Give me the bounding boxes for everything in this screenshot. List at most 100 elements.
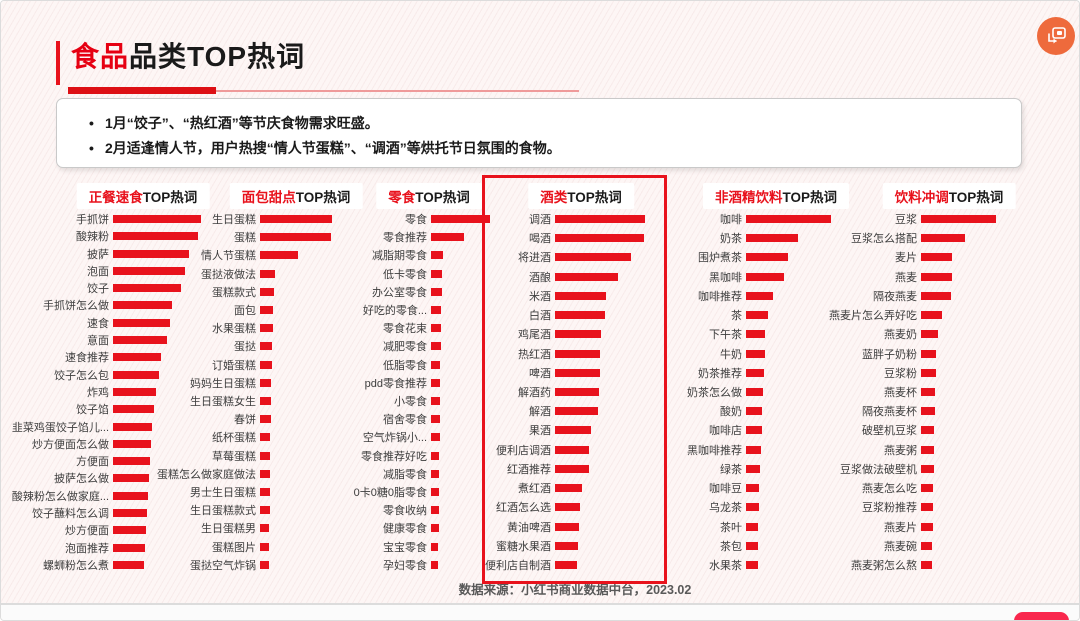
bar: [555, 349, 600, 358]
column-header-category: 面包甜点: [241, 190, 296, 205]
bar-label: 饺子怎么包: [54, 369, 109, 382]
bar-label: 蛋挞: [234, 341, 256, 354]
bar-row: 减脂零食: [323, 468, 587, 481]
red-pill-badge[interactable]: [1014, 612, 1069, 620]
bar-label: 燕麦: [895, 271, 917, 284]
bar-label: 面包: [234, 305, 256, 318]
bar: [746, 541, 758, 550]
bar-row: 宿舍零食: [323, 413, 587, 426]
bar-label: 草莓蛋糕: [212, 450, 256, 463]
bar-label: 隔夜燕麦杯: [862, 406, 917, 419]
bar-row: 妈妈生日蛋糕: [153, 377, 416, 390]
bar-label: 调酒: [529, 214, 551, 226]
bar-row: 燕麦奶: [813, 328, 1077, 341]
bar: [555, 445, 589, 454]
bar-label: 蛋糕款式: [212, 286, 256, 299]
bar-row: 调酒: [463, 213, 711, 226]
bar-row: 生日蛋糕款式: [153, 504, 416, 517]
bar-label: 下午茶: [709, 329, 742, 342]
bar-label: 燕麦粥怎么熬: [851, 559, 917, 572]
bar: [921, 368, 936, 377]
bar: [260, 415, 271, 424]
bar: [113, 491, 148, 500]
bar-label: 便利店调酒: [496, 444, 551, 457]
bar-row: 黑咖啡推荐: [643, 444, 902, 457]
bar: [431, 251, 443, 260]
bar-label: 燕麦碗: [884, 540, 917, 553]
bar-label: 燕麦粥: [884, 444, 917, 457]
column-header-category: 非酒精饮料: [714, 190, 783, 205]
bar-label: 手抓饼怎么做: [43, 300, 109, 313]
bar-row: 蛋挞液做法: [153, 268, 416, 281]
alcohol-column-highlight-frame: [482, 175, 667, 584]
bar-row: 零食花束: [323, 322, 587, 335]
bar-row: 奶茶推荐: [643, 367, 902, 380]
bar-label: 订婚蛋糕: [212, 359, 256, 372]
bar-row: 空气炸锅小...: [323, 431, 587, 445]
bar: [260, 269, 275, 278]
bar: [260, 542, 269, 551]
column-header-suffix: TOP热词: [415, 190, 470, 205]
bar-row: 健康零食: [323, 522, 587, 535]
bar-row: 隔夜燕麦杯: [813, 405, 1077, 419]
bar-label: 鸡尾酒: [518, 329, 551, 342]
bar-label: 奶茶: [720, 233, 742, 246]
bar: [431, 560, 438, 569]
charts-area: 正餐速食TOP热词 手抓饼 酸辣粉 披萨 泡面 饺子 手抓饼怎么做 速食 意面 速食推荐 饺子怎么包…: [1, 1, 1079, 603]
bar-label: 泡面推荐: [65, 542, 109, 555]
bar: [113, 509, 147, 518]
bar-row: 燕麦怎么吃: [813, 482, 1077, 495]
bar: [260, 215, 332, 223]
bar-row: 豆浆做法破壁机: [813, 463, 1077, 476]
bar-label: 空气炸锅小...: [362, 432, 427, 445]
bar: [113, 439, 151, 448]
slides-switcher-icon[interactable]: [1037, 17, 1075, 55]
bar-row: 奶茶: [643, 232, 902, 246]
insight-item: 1月“饺子”、“热红酒”等节庆食物需求旺盛。: [89, 111, 1003, 136]
bar-row: 韭菜鸡蛋饺子馅儿...: [9, 421, 269, 434]
bar-row: 生日蛋糕女生: [153, 395, 416, 408]
bar: [921, 484, 933, 493]
bar: [746, 426, 762, 435]
bar: [113, 526, 146, 535]
bar-row: 蜜糖水果酒: [463, 540, 711, 553]
bar-label: 奶茶推荐: [698, 367, 742, 380]
bar-rows: 零食 零食推荐 减脂期零食 低卡零食 办公室零食 好吃的零食... 零食花束 减肥零食 低脂零食…: [323, 213, 587, 572]
bar-label: 米酒: [529, 290, 551, 303]
bar-label: 减脂零食: [383, 468, 427, 481]
bar-row: pdd零食推荐: [323, 377, 587, 390]
column-header-suffix: TOP热词: [567, 190, 622, 205]
bar-label: 手抓饼: [76, 214, 109, 226]
bar-row: 纸杯蛋糕: [153, 431, 416, 444]
bar: [431, 233, 464, 242]
bar: [431, 397, 440, 406]
bar: [921, 426, 934, 435]
bar: [746, 311, 768, 320]
bar: [113, 457, 150, 466]
bar-label: 红酒怎么选: [496, 502, 551, 515]
bar: [431, 378, 440, 387]
bar-label: 绿茶: [720, 463, 742, 476]
bar-label: 速食推荐: [65, 352, 109, 365]
page-title: 食品品类TOP热词: [71, 35, 305, 75]
bar: [260, 251, 298, 260]
bar-row: 水果蛋糕: [153, 322, 416, 335]
bar: [746, 484, 759, 493]
bar-label: 蜜糖水果酒: [496, 540, 551, 553]
bar-row: 煮红酒: [463, 482, 711, 495]
bar: [260, 342, 272, 351]
bar-row: 茶包: [643, 540, 902, 553]
bar-label: 将进酒: [518, 252, 551, 265]
bar-row: 低脂零食: [323, 359, 587, 372]
bar: [746, 330, 765, 339]
bar: [921, 445, 934, 454]
bar-row: 蛋挞空气炸锅: [153, 559, 416, 572]
bar-label: 乌龙茶: [709, 502, 742, 515]
bar-row: 解酒: [463, 405, 711, 418]
column-header: 酒类TOP热词: [528, 183, 634, 209]
bar-row: 披萨怎么做: [9, 472, 269, 485]
bar: [921, 541, 932, 550]
bar-row: 燕麦杯: [813, 386, 1077, 399]
bar: [555, 560, 577, 569]
